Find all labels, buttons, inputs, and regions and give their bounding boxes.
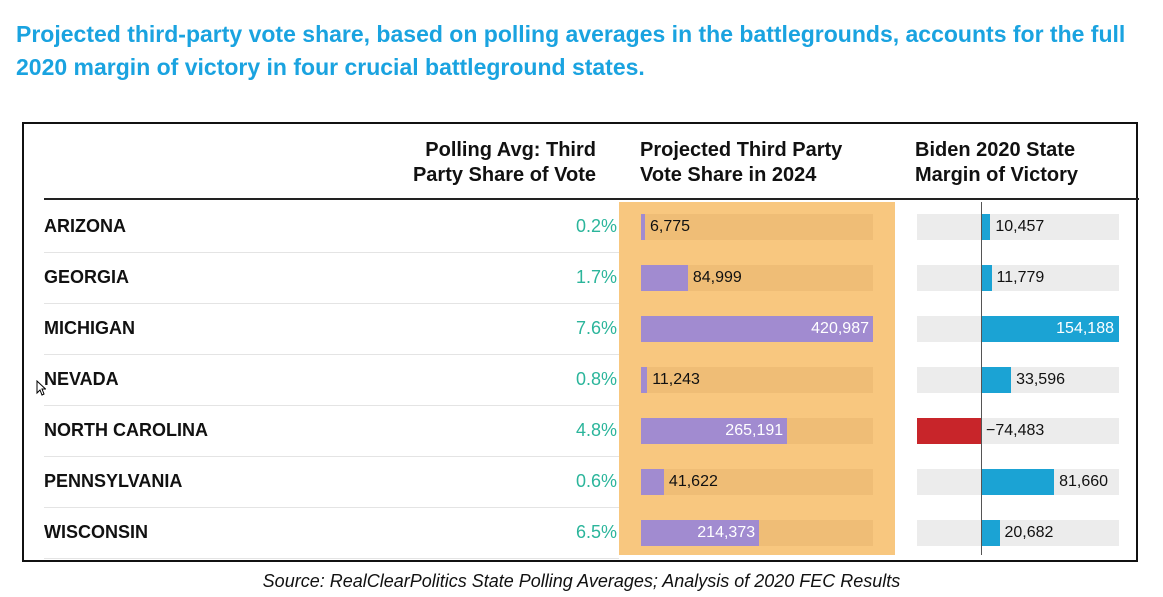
header-divider — [44, 198, 1139, 200]
margin-value-label: 11,779 — [996, 269, 1045, 286]
projected-bar — [641, 520, 760, 546]
margin-value-label: −74,483 — [986, 422, 1045, 439]
table-row: NORTH CAROLINA 4.8% — [44, 406, 1119, 457]
table-row: WISCONSIN 6.5% — [44, 508, 1119, 559]
row-divider — [44, 507, 619, 508]
state-name: NORTH CAROLINA — [44, 420, 208, 440]
projected-bar-track — [641, 367, 873, 393]
polling-average-value: 0.2% — [575, 216, 617, 236]
column-header-line: Vote Share in 2024 — [640, 164, 817, 186]
projected-value-label: 214,373 — [697, 524, 756, 541]
polling-average-value: 7.6% — [575, 318, 617, 338]
table-row: ARIZONA 0.2% — [44, 202, 1119, 253]
margin-value-label: 20,682 — [1004, 524, 1054, 541]
data-table: Polling Avg: Third Party Share of Vote P… — [22, 122, 1139, 562]
projected-bar — [641, 265, 688, 291]
projected-bar-track — [641, 214, 873, 240]
projected-bar — [641, 469, 664, 495]
column-header-projected: Projected Third Party Vote Share in 2024 — [640, 138, 900, 188]
polling-average-value: 0.6% — [575, 471, 617, 491]
projected-bar — [641, 214, 645, 240]
projected-value-label: 420,987 — [811, 320, 869, 337]
row-divider — [44, 252, 619, 253]
state-name: WISCONSIN — [44, 522, 149, 542]
row-divider — [44, 558, 619, 559]
column-header-line: Party Share of Vote — [412, 164, 596, 186]
margin-bar-track — [917, 520, 1119, 546]
row-divider — [44, 405, 619, 406]
projected-bar — [641, 316, 873, 342]
polling-average-value: 4.8% — [575, 420, 617, 440]
polling-average-value: 6.5% — [575, 522, 617, 542]
row-divider — [44, 303, 619, 304]
margin-bar — [981, 367, 1012, 393]
polling-average-value: 0.8% — [575, 369, 617, 389]
chart-headline: Projected third-party vote share, based … — [16, 21, 1126, 80]
projected-value-label: 41,622 — [668, 473, 718, 490]
margin-zero-line — [981, 202, 982, 555]
margin-bar-track — [917, 367, 1119, 393]
table-row: GEORGIA 1.7% — [44, 253, 1119, 304]
state-name: MICHIGAN — [44, 318, 135, 338]
margin-bar — [981, 214, 991, 240]
table-row: PENNSYLVANIA 0.6% — [44, 457, 1119, 508]
column-header-line: Polling Avg: Third — [425, 139, 596, 161]
state-name: GEORGIA — [44, 267, 130, 287]
margin-bar — [981, 316, 1119, 342]
margin-bar — [981, 520, 1000, 546]
mouse-pointer-icon — [36, 380, 46, 396]
column-header-line: Biden 2020 State — [915, 139, 1076, 161]
column-header-line: Projected Third Party — [640, 139, 843, 161]
projected-bar — [641, 367, 648, 393]
margin-bar — [981, 265, 992, 291]
column-header-line: Margin of Victory — [915, 164, 1078, 186]
row-divider — [44, 354, 619, 355]
table-row: NEVADA 0.8% — [44, 355, 1119, 406]
row-divider — [44, 456, 619, 457]
column-header-margin: Biden 2020 State Margin of Victory — [915, 138, 1135, 188]
projected-value-label: 6,775 — [650, 218, 691, 235]
state-name: PENNSYLVANIA — [44, 471, 183, 491]
projected-value-label: 84,999 — [692, 269, 742, 286]
table-row: MICHIGAN 7.6% — [44, 304, 1119, 355]
projected-value-label: 265,191 — [725, 422, 784, 439]
polling-average-value: 1.7% — [575, 267, 617, 287]
margin-bar-track — [917, 214, 1119, 240]
source-note: Source: RealClearPolitics State Polling … — [262, 571, 901, 591]
margin-value-label: 154,188 — [1056, 320, 1114, 337]
margin-bar-track — [917, 265, 1119, 291]
projected-value-label: 11,243 — [652, 371, 700, 388]
margin-bar — [981, 469, 1055, 495]
projected-bar-track — [641, 469, 873, 495]
margin-value-label: 81,660 — [1059, 473, 1109, 490]
state-name: ARIZONA — [44, 216, 126, 236]
state-name: NEVADA — [44, 369, 119, 389]
projected-bar — [641, 418, 788, 444]
margin-value-label: 33,596 — [1016, 371, 1065, 388]
margin-bar — [917, 418, 981, 444]
margin-value-label: 10,457 — [995, 218, 1045, 235]
column-header-polling-avg: Polling Avg: Third Party Share of Vote — [336, 138, 596, 188]
